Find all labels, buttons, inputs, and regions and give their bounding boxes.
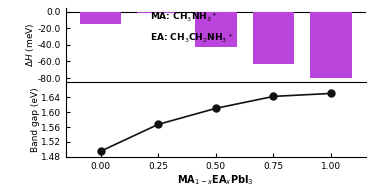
- Bar: [195, 12, 237, 47]
- Bar: [310, 12, 352, 78]
- Text: EA: CH$_3$CH$_2$NH$_3$$^+$: EA: CH$_3$CH$_2$NH$_3$$^+$: [150, 31, 234, 45]
- Bar: [138, 12, 179, 13]
- X-axis label: MA$_{1-x}$EA$_x$PbI$_3$: MA$_{1-x}$EA$_x$PbI$_3$: [178, 174, 254, 187]
- Text: MA: CH$_3$NH$_3$$^+$: MA: CH$_3$NH$_3$$^+$: [150, 11, 218, 25]
- Y-axis label: Band gap (eV): Band gap (eV): [31, 87, 40, 152]
- Y-axis label: $\Delta H$ (meV): $\Delta H$ (meV): [25, 23, 36, 67]
- Bar: [253, 12, 294, 64]
- Bar: [80, 12, 121, 24]
